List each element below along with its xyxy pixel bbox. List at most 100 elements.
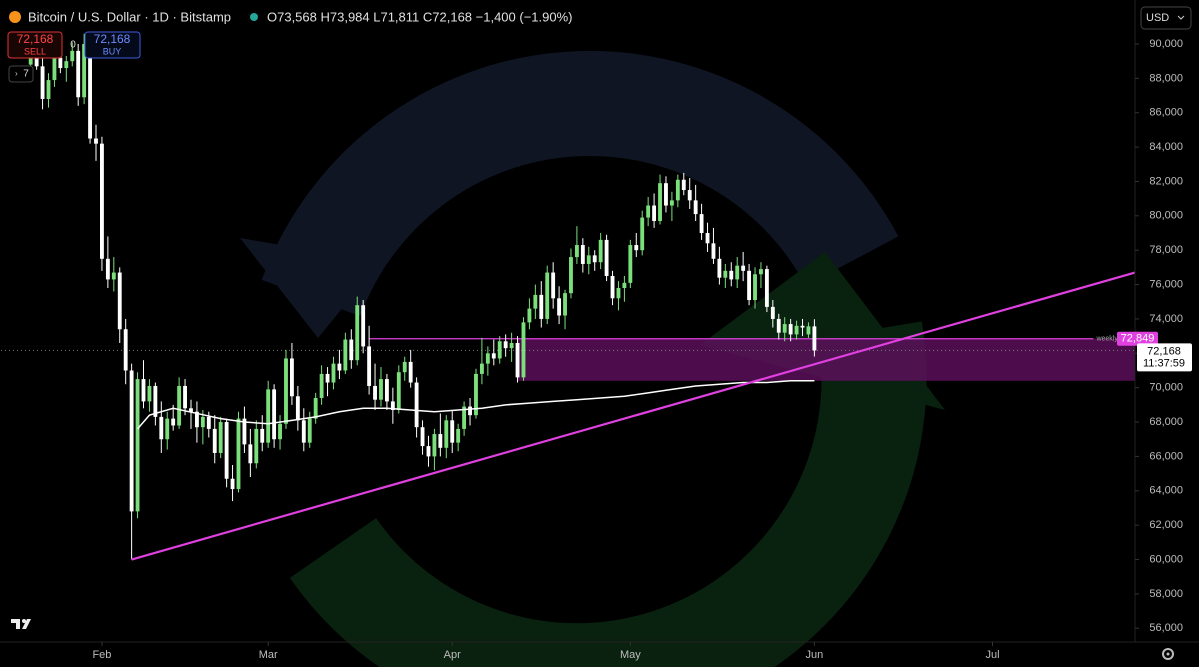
- x-tick-label: Apr: [444, 649, 461, 661]
- candle-body: [776, 318, 781, 333]
- candle-body: [230, 478, 235, 490]
- candle-body: [88, 43, 92, 139]
- candle-body: [438, 434, 443, 448]
- candle-body: [171, 418, 176, 426]
- gear: [1162, 648, 1174, 660]
- candle-body: [741, 265, 746, 271]
- status-dot: [250, 13, 258, 21]
- candle-body: [622, 282, 627, 289]
- candle-body: [70, 50, 75, 62]
- candle-body: [46, 80, 51, 99]
- candle-body: [604, 239, 609, 276]
- candle-body: [533, 294, 538, 309]
- candle-body: [248, 444, 253, 464]
- candle-body: [753, 274, 757, 301]
- sell-button[interactable]: 72,168 SELL: [7, 31, 63, 59]
- currency-select[interactable]: USD: [1140, 6, 1192, 30]
- candle-body: [735, 265, 740, 280]
- candle-body: [764, 269, 769, 307]
- candle-body: [569, 257, 573, 294]
- candle-body: [254, 428, 259, 464]
- y-tick-label: 70,000: [1149, 382, 1183, 394]
- candle-body: [432, 434, 437, 457]
- candle-body: [699, 214, 704, 234]
- candle-body: [159, 416, 164, 440]
- candle-body: [343, 339, 348, 371]
- candle-body: [527, 308, 532, 323]
- candle-body: [782, 324, 787, 333]
- y-tick-label: 74,000: [1149, 313, 1183, 325]
- trend-line: [131, 271, 1136, 561]
- candle-body: [349, 339, 354, 361]
- blue-arc: [261, 51, 899, 317]
- y-tick-label: 64,000: [1149, 485, 1183, 497]
- y-tick-label: 66,000: [1149, 450, 1183, 462]
- candle-body: [491, 353, 496, 359]
- y-tick-label: 82,000: [1149, 175, 1183, 187]
- candle-body: [224, 422, 229, 479]
- candle-body: [806, 326, 811, 335]
- candle-body: [165, 418, 170, 440]
- sr-label: weekly s/r: [1095, 336, 1128, 343]
- candle-body: [586, 255, 591, 264]
- candle-body: [194, 411, 199, 428]
- candle-body: [183, 385, 187, 409]
- candle-body: [396, 372, 401, 411]
- candle-body: [153, 385, 158, 417]
- candle-body: [681, 179, 686, 191]
- candle-body: [307, 418, 312, 443]
- candle-body: [278, 423, 282, 440]
- candle-body: [456, 428, 461, 443]
- sell-box: [7, 31, 63, 59]
- candle-body: [379, 379, 383, 400]
- candle-body: [729, 270, 734, 280]
- candle-body: [105, 258, 110, 280]
- candle-body: [580, 245, 585, 264]
- candle-body: [592, 255, 597, 263]
- candle-body: [658, 183, 662, 221]
- candle-body: [408, 361, 413, 383]
- y-tick-label: 78,000: [1149, 244, 1183, 256]
- interval: 7: [23, 69, 29, 80]
- sr-price: 72,849: [1121, 333, 1155, 345]
- candle-body: [218, 422, 223, 453]
- current-price: 72,168: [1147, 345, 1181, 357]
- indicator-toggle[interactable]: › 7: [8, 65, 34, 83]
- candle-body: [485, 353, 490, 364]
- settings-button[interactable]: [1162, 648, 1174, 660]
- candle-body: [373, 385, 377, 400]
- candle-body: [319, 373, 324, 398]
- candle-body: [497, 341, 502, 359]
- green-arc: [289, 321, 927, 667]
- candle-body: [628, 245, 633, 283]
- candle-body: [141, 379, 146, 402]
- candle-body: [634, 245, 639, 251]
- candle-body: [272, 389, 277, 440]
- y-tick-label: 86,000: [1149, 107, 1183, 119]
- y-tick-label: 88,000: [1149, 72, 1183, 84]
- moving-average: [136, 380, 815, 430]
- candle-body: [479, 363, 484, 374]
- candle-body: [723, 270, 728, 278]
- tradingview-logo: [11, 619, 31, 629]
- candle-body: [367, 346, 372, 386]
- candle-body: [794, 325, 799, 335]
- candle-body: [610, 275, 615, 299]
- candle-body: [52, 57, 57, 81]
- candle-body: [669, 200, 674, 206]
- candle-body: [147, 385, 152, 402]
- candle-body: [503, 341, 508, 349]
- candle-body: [557, 298, 562, 316]
- y-tick-label: 62,000: [1149, 519, 1183, 531]
- x-tick-label: Mar: [259, 649, 278, 661]
- candle-body: [402, 361, 407, 373]
- candle-body: [759, 269, 763, 275]
- symbol: Bitcoin / U.S. Dollar · 1D · Bitstamp: [28, 9, 231, 24]
- sell-price: 72,168: [17, 32, 54, 46]
- candle-body: [462, 406, 467, 429]
- buy-button[interactable]: 72,168 BUY: [84, 31, 141, 59]
- bitcoin-icon: [9, 11, 21, 23]
- toggle-box: [8, 65, 34, 83]
- candle-body: [539, 294, 544, 319]
